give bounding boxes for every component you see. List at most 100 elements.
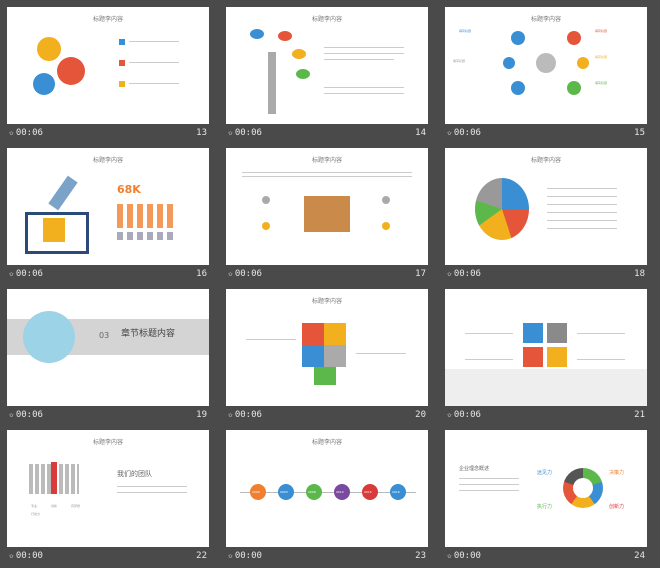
slide-thumb-19[interactable]: 03 章节标题内容 ✩ 00:06 19 (4, 286, 211, 427)
circle-icon (511, 31, 525, 45)
tree-trunk (268, 52, 276, 114)
circle-icon (511, 81, 525, 95)
slide-caption: ✩ 00:06 17 (228, 269, 426, 279)
rocket-icon (48, 175, 78, 211)
slide-title: 标题李内容 (92, 157, 123, 164)
slide-title: 标题李内容 (311, 16, 342, 23)
slide-preview: 标题李内容 (445, 148, 647, 265)
slide-title: 标题李内容 (311, 439, 342, 446)
circle-icon (262, 222, 270, 230)
slide-caption: ✩ 00:06 20 (228, 410, 426, 420)
slide-thumb-14[interactable]: 标题李内容 ✩ 00:06 14 (223, 4, 430, 145)
slide-preview: 标题李内容 (7, 7, 209, 124)
slide-number: 17 (415, 269, 426, 279)
puzzle-piece (314, 367, 336, 385)
leaf-icon (292, 49, 306, 59)
leaf-icon (250, 29, 264, 39)
arrow-block (523, 323, 543, 343)
slide-thumb-15[interactable]: 标题李内容 填写标题 填写标题 填写标题 填写标题 填写标题 ✩ 00:06 15 (442, 4, 649, 145)
slide-preview: 企业理念概述 远见力 决策力 执行力 创新力 (445, 430, 647, 547)
flame-icon (43, 218, 65, 242)
slide-preview: 标题李内容 2000 2003 2008 2014 2015 2016 (226, 430, 428, 547)
slide-number: 15 (634, 128, 645, 138)
slide-preview: 03 章节标题内容 (7, 289, 209, 406)
section-heading: 章节标题内容 (121, 329, 176, 339)
slide-preview: 标题李内容 68K (7, 148, 209, 265)
transition-star-icon: ✩ (9, 128, 14, 137)
team-heading: 我们的团队 (117, 470, 152, 478)
bullet-icon (119, 39, 125, 45)
circle-icon (503, 57, 515, 69)
slide-thumb-22[interactable]: 标题李内容 我们的团队 专业 创新 有梦想 行动力 ✩ 00:00 22 (4, 427, 211, 568)
slide-caption: ✩ 00:06 15 (447, 128, 645, 138)
puzzle-piece (302, 345, 324, 367)
section-number: 03 (99, 331, 110, 340)
slide-preview (445, 289, 647, 406)
puzzle-piece (324, 323, 346, 345)
temple-photo (304, 196, 350, 232)
timeline-dot (334, 484, 350, 500)
bullet-icon (119, 81, 125, 87)
slide-thumb-21[interactable]: ✩ 00:06 21 (442, 286, 649, 427)
slide-caption: ✩ 00:00 22 (9, 551, 207, 561)
slide-thumb-20[interactable]: 标题李内容 ✩ 00:06 20 (223, 286, 430, 427)
arrow-block (547, 323, 567, 343)
checklist-icon (23, 311, 75, 363)
slide-caption: ✩ 00:06 18 (447, 269, 645, 279)
transition-star-icon: ✩ (228, 128, 233, 137)
timeline-dot (362, 484, 378, 500)
slide-number: 13 (196, 128, 207, 138)
slide-caption: ✩ 00:06 14 (228, 128, 426, 138)
transition-star-icon: ✩ (447, 410, 452, 419)
transition-star-icon: ✩ (447, 551, 452, 560)
gear-icon (37, 37, 61, 61)
slide-caption: ✩ 00:06 19 (9, 410, 207, 420)
transition-star-icon: ✩ (9, 410, 14, 419)
slide-title: 标题李内容 (92, 439, 123, 446)
slide-number: 21 (634, 410, 645, 420)
leader-figure (51, 462, 57, 494)
transition-star-icon: ✩ (228, 269, 233, 278)
timeline-dot (250, 484, 266, 500)
link-icon (536, 53, 556, 73)
slide-number: 14 (415, 128, 426, 138)
concept-heading: 企业理念概述 (459, 466, 490, 472)
slide-caption: ✩ 00:06 16 (9, 269, 207, 279)
slide-caption: ✩ 00:00 24 (447, 551, 645, 561)
slide-number: 18 (634, 269, 645, 279)
leaf-icon (278, 31, 292, 41)
slide-thumb-17[interactable]: 标题李内容 ✩ 00:06 17 (223, 145, 430, 286)
transition-star-icon: ✩ (447, 269, 452, 278)
slide-preview: 标题李内容 (226, 289, 428, 406)
circle-icon (262, 196, 270, 204)
footer-band (445, 369, 647, 406)
arrow-block (523, 347, 543, 367)
puzzle-piece (324, 345, 346, 367)
slide-title: 标题李内容 (530, 16, 561, 23)
transition-star-icon: ✩ (9, 269, 14, 278)
slide-number: 22 (196, 551, 207, 561)
slide-thumb-16[interactable]: 标题李内容 68K ✩ 00:06 16 (4, 145, 211, 286)
puzzle-piece (302, 323, 324, 345)
apple-icon (475, 178, 529, 240)
circle-icon (577, 57, 589, 69)
transition-star-icon: ✩ (447, 128, 452, 137)
slide-caption: ✩ 00:06 13 (7, 127, 209, 141)
arrow-block (547, 347, 567, 367)
circle-icon (567, 31, 581, 45)
circle-icon (382, 196, 390, 204)
slide-thumb-18[interactable]: 标题李内容 ✩ 00:06 18 (442, 145, 649, 286)
transition-star-icon: ✩ (9, 551, 14, 560)
slide-number: 23 (415, 551, 426, 561)
transition-star-icon: ✩ (228, 551, 233, 560)
slide-timer: ✩ 00:06 (9, 128, 43, 138)
stat-value: 68K (117, 183, 141, 196)
slide-thumb-24[interactable]: 企业理念概述 远见力 决策力 执行力 创新力 ✩ 00:00 24 (442, 427, 649, 568)
slide-thumb-13[interactable]: 标题李内容 ✩ 00:06 13 (4, 4, 211, 145)
slide-number: 16 (196, 269, 207, 279)
timeline-dot (306, 484, 322, 500)
slide-caption: ✩ 00:06 21 (447, 410, 645, 420)
gear-icon (57, 57, 85, 85)
slide-thumb-23[interactable]: 标题李内容 2000 2003 2008 2014 2015 2016 ✩ 00:… (223, 427, 430, 568)
timeline-dot (278, 484, 294, 500)
